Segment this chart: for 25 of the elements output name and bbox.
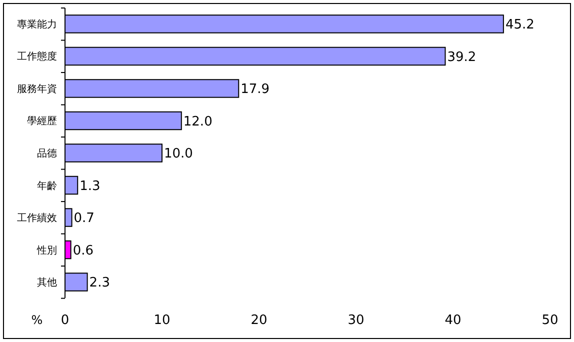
y-tick-label: 工作績效 — [17, 212, 57, 224]
y-tick-label: 專業能力 — [17, 18, 57, 30]
x-tick-label: 50 — [542, 313, 558, 328]
data-label: 39.2 — [447, 50, 476, 65]
data-label: 12.0 — [183, 114, 212, 130]
y-tick-label: 學經歷 — [27, 115, 57, 128]
x-tick-label: 10 — [154, 313, 170, 328]
y-tick-label: 年齡 — [37, 180, 57, 192]
x-tick-label: 0 — [60, 313, 70, 328]
data-label: 0.6 — [72, 243, 94, 258]
y-tick-label: 性別 — [36, 244, 57, 256]
x-tick-label: 40 — [444, 313, 462, 328]
y-tick-label: 工作態度 — [17, 50, 57, 63]
x-tick-label: 20 — [250, 313, 268, 328]
data-label: 2.3 — [89, 276, 110, 291]
y-tick-label: 品德 — [37, 148, 57, 160]
data-label: 45.2 — [505, 18, 534, 33]
data-label: 1.3 — [80, 178, 100, 194]
x-axis-title: % — [31, 313, 43, 327]
data-label: 0.7 — [74, 211, 94, 226]
y-tick-label: 服務年資 — [17, 82, 57, 95]
data-label: 17.9 — [240, 82, 270, 98]
x-tick-label: 30 — [348, 313, 364, 328]
data-label: 10.0 — [164, 146, 193, 162]
y-tick-label: 其他 — [37, 276, 57, 289]
